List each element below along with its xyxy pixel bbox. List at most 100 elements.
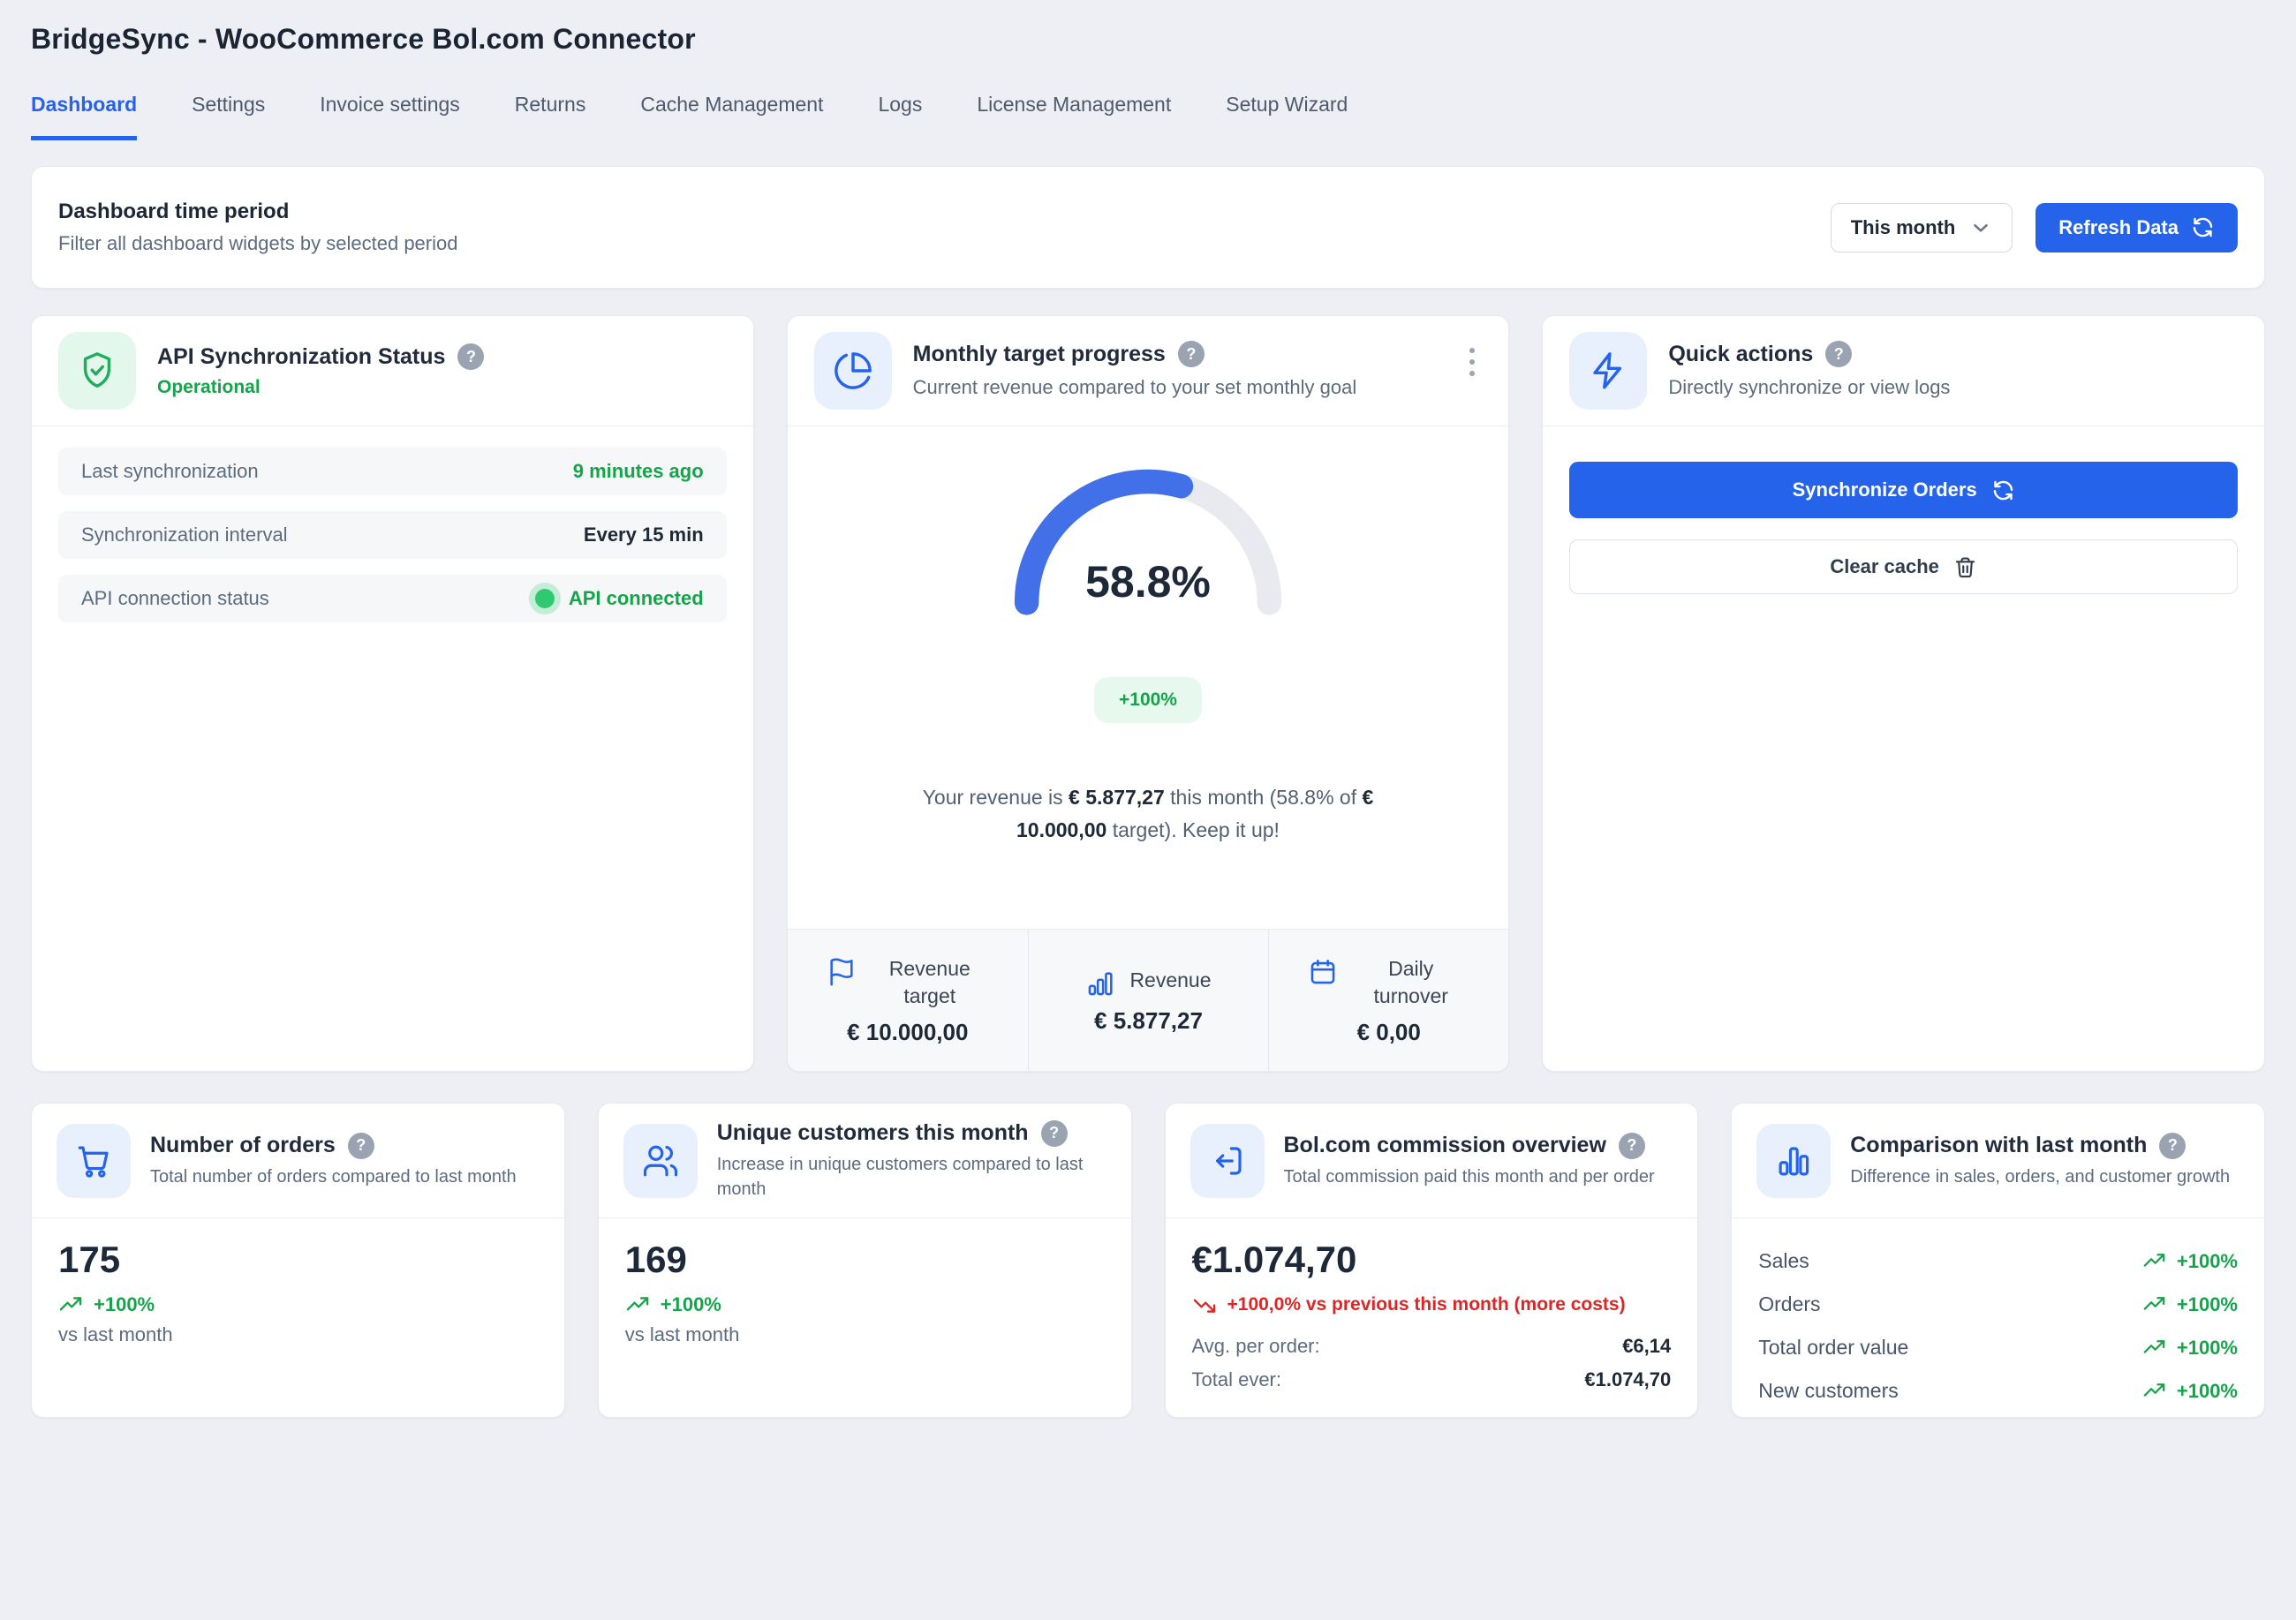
stat-value: € 0,00 (1356, 1018, 1421, 1045)
commission-header: Bol.com commission overview ? Total comm… (1165, 1104, 1698, 1218)
customers-body: 169 +100% vs last month (599, 1218, 1131, 1366)
sync-row-last-synchronization: Last synchronization 9 minutes ago (58, 448, 727, 495)
period-text: Dashboard time period Filter all dashboa… (58, 200, 457, 255)
page-title: BridgeSync - WooCommerce Bol.com Connect… (31, 23, 696, 55)
commission-header-text: Bol.com commission overview ? Total comm… (1283, 1132, 1655, 1189)
commission-card: Bol.com commission overview ? Total comm… (1164, 1103, 1699, 1418)
monthly-target-subtitle: Current revenue compared to your set mon… (912, 376, 1357, 398)
help-icon[interactable]: ? (457, 343, 485, 370)
commission-title: Bol.com commission overview (1283, 1133, 1606, 1157)
synchronize-orders-label: Synchronize Orders (1792, 478, 1977, 501)
commission-change: +100,0% vs previous this month (more cos… (1192, 1292, 1672, 1317)
customers-note: vs last month (624, 1323, 740, 1345)
stat-label: Revenue target (888, 956, 971, 1007)
trending-up-icon (2143, 1297, 2165, 1310)
target-footer-stats: Revenue target € 10.000,00 Revenue € 5.877,… (787, 929, 1509, 1071)
chevron-down-icon (1974, 223, 1989, 232)
trending-up-icon (2143, 1254, 2165, 1267)
quick-actions-card: Quick actions ? Directly synchronize or … (1542, 315, 2265, 1072)
sync-row-value: 9 minutes ago (572, 460, 704, 482)
commission-row-avg-per-order: Avg. per order: €6,14 (1192, 1330, 1672, 1363)
orders-change-value: +100% (94, 1293, 155, 1315)
comparison-row-sales: Sales +100% (1758, 1239, 2238, 1283)
target-stat-daily-turnover: Daily turnover € 0,00 (1268, 930, 1508, 1071)
tab-dashboard[interactable]: Dashboard (31, 93, 138, 140)
row-label: New customers (1758, 1379, 1899, 1402)
trending-up-icon (626, 1297, 648, 1311)
kebab-menu-icon[interactable] (1462, 341, 1482, 383)
monthly-target-title: Monthly target progress (912, 341, 1166, 366)
cart-icon (57, 1123, 131, 1198)
status-dot (534, 589, 555, 608)
customers-change-value: +100% (660, 1293, 721, 1315)
orders-subtitle: Total number of orders compared to last … (150, 1166, 517, 1187)
help-icon[interactable]: ? (1040, 1119, 1068, 1147)
tab-invoice-settings[interactable]: Invoice settings (320, 93, 460, 116)
users-icon (623, 1123, 698, 1198)
help-icon[interactable]: ? (1618, 1132, 1645, 1159)
trending-up-icon (59, 1297, 82, 1311)
lightning-icon (1569, 332, 1648, 410)
sync-row-label: Last synchronization (81, 460, 259, 482)
row-value: +100% (2142, 1379, 2238, 1403)
help-icon[interactable]: ? (2159, 1132, 2186, 1159)
customers-title: Unique customers this month (716, 1120, 1029, 1145)
api-sync-status-text: Operational (157, 377, 261, 397)
row-label: Sales (1758, 1249, 1809, 1272)
tab-returns[interactable]: Returns (514, 93, 586, 116)
quick-actions-header: Quick actions ? Directly synchronize or … (1543, 316, 2264, 426)
quick-actions-header-text: Quick actions ? Directly synchronize or … (1668, 341, 1950, 401)
orders-change: +100% (58, 1292, 538, 1317)
sync-row-api-connection-status: API connection status API connected (58, 575, 727, 622)
api-sync-title: API Synchronization Status (157, 343, 446, 369)
sync-row-value: API connected (534, 587, 704, 610)
api-sync-status-card: API Synchronization Status ? Operational… (31, 315, 754, 1072)
period-controls: This month Refresh Data (1830, 202, 2238, 252)
monthly-target-header: Monthly target progress ? Current revenu… (787, 316, 1509, 426)
orders-value: 175 (58, 1239, 121, 1280)
tab-bar: Dashboard Settings Invoice settings Returns… (31, 93, 2265, 140)
refresh-icon (1993, 480, 2013, 500)
target-stat-revenue-target: Revenue target € 10.000,00 (788, 930, 1028, 1071)
orders-header: Number of orders ? Total number of order… (32, 1104, 564, 1218)
tab-cache-management[interactable]: Cache Management (640, 93, 824, 116)
commission-row-total-ever: Total ever: €1.074,70 (1192, 1363, 1672, 1397)
trending-up-icon (2143, 1340, 2165, 1353)
help-icon[interactable]: ? (1177, 341, 1205, 367)
pie-chart-icon (813, 332, 892, 410)
clear-cache-button[interactable]: Clear cache (1569, 539, 2238, 594)
comparison-rows: Sales +100% Orders +100% Total order value +1… (1732, 1218, 2264, 1413)
tab-license-management[interactable]: License Management (977, 93, 1172, 116)
comparison-title: Comparison with last month (1850, 1133, 2148, 1157)
comparison-row-total-order-value: Total order value +100% (1758, 1326, 2238, 1369)
period-select-value: This month (1850, 215, 1956, 238)
refresh-data-button[interactable]: Refresh Data (2035, 202, 2238, 252)
log-in-icon (1190, 1123, 1265, 1198)
row-value: +100% (2142, 1336, 2238, 1360)
stat-label: Revenue (1129, 968, 1212, 991)
flag-icon (830, 958, 853, 985)
commission-body: €1.074,70 +100,0% vs previous this month… (1166, 1218, 1698, 1416)
stat-value: € 10.000,00 (847, 1018, 969, 1045)
tab-setup-wizard[interactable]: Setup Wizard (1226, 93, 1348, 116)
period-title: Dashboard time period (58, 200, 290, 223)
stat-label: Daily turnover (1373, 956, 1448, 1007)
help-icon[interactable]: ? (1825, 341, 1853, 367)
refresh-data-label: Refresh Data (2058, 215, 2179, 238)
synchronize-orders-button[interactable]: Synchronize Orders (1569, 462, 2238, 518)
tab-logs[interactable]: Logs (878, 93, 923, 116)
comparison-card: Comparison with last month ? Difference … (1731, 1103, 2265, 1418)
comparison-row-new-customers: New customers +100% (1758, 1369, 2238, 1413)
gauge-percent-label: 58.8% (1085, 557, 1211, 607)
row-value: +100% (2142, 1292, 2238, 1316)
revenue-summary-text: Your revenue is € 5.877,27 this month (5… (922, 786, 1374, 841)
tab-settings[interactable]: Settings (192, 93, 266, 116)
period-select[interactable]: This month (1830, 202, 2013, 252)
monthly-target-header-text: Monthly target progress ? Current revenu… (912, 341, 1357, 401)
period-subtitle: Filter all dashboard widgets by selected… (58, 232, 458, 254)
customers-header: Unique customers this month ? Increase i… (598, 1104, 1131, 1218)
shield-check-icon (58, 332, 136, 410)
main-widget-row: API Synchronization Status ? Operational… (31, 315, 2265, 1072)
help-icon[interactable]: ? (347, 1132, 374, 1159)
orders-header-text: Number of orders ? Total number of order… (150, 1132, 517, 1189)
